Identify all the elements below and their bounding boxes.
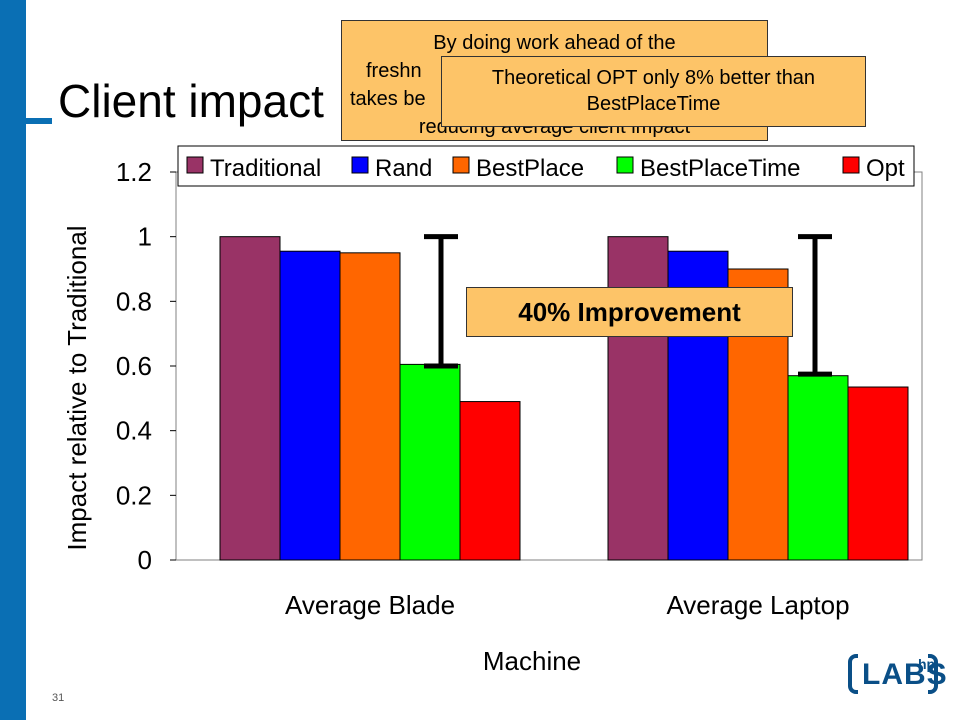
- y-axis-label: Impact relative to Traditional: [62, 225, 92, 550]
- bar-traditional-0: [219, 236, 281, 561]
- legend-label-rand: Rand: [375, 155, 432, 182]
- improvement-label: 40% Improvement: [466, 287, 793, 337]
- y-tick-label: 1.2: [116, 157, 152, 187]
- y-axis-ticks: 0 0.2 0.4 0.6 0.8 1 1.2: [116, 157, 176, 575]
- y-tick-label: 0.8: [116, 286, 152, 316]
- x-axis-categories: Average Blade Average Laptop: [285, 590, 850, 620]
- error-bars: [424, 234, 832, 377]
- y-tick-label: 0.2: [116, 480, 152, 510]
- y-tick-label: 0.4: [116, 416, 152, 446]
- legend-box: [177, 145, 915, 187]
- bar-opt-0: [459, 401, 521, 561]
- x-axis-label: Machine: [483, 646, 581, 676]
- y-tick-label: 0.6: [116, 351, 152, 381]
- title-rule: [26, 118, 52, 124]
- page-number: 31: [52, 692, 65, 704]
- x-category-label: Average Blade: [285, 590, 455, 620]
- hp-labs-logo: LABS hp: [848, 654, 947, 698]
- legend-label-opt: Opt: [866, 155, 905, 182]
- legend-swatch-bestplace: [452, 156, 470, 174]
- slide-title: Client impact: [58, 75, 324, 127]
- callout-theoretical-opt: Theoretical OPT only 8% better than Best…: [441, 56, 866, 127]
- bar-bestplace-0: [339, 252, 401, 561]
- left-accent-bar: [0, 0, 26, 720]
- bar-traditional-1: [607, 236, 669, 561]
- legend-label-bestplace: BestPlace: [476, 155, 584, 182]
- callout-work-ahead-line-1: By doing work ahead of the: [433, 32, 676, 54]
- logo-bracket-right: [928, 654, 938, 694]
- legend-swatch-bestplacetime: [616, 156, 634, 174]
- legend-label-traditional: Traditional: [210, 155, 321, 182]
- y-tick-label: 0: [138, 545, 152, 575]
- legend: Traditional Rand BestPlace BestPlaceTime Opt: [177, 145, 915, 187]
- bar-rand-0: [279, 250, 341, 561]
- legend-label-bestplacetime: BestPlaceTime: [640, 155, 801, 182]
- callout-work-ahead-line-2: freshn: [366, 60, 422, 82]
- bar-bestplacetime-0: [399, 363, 461, 561]
- logo-bracket-left: [848, 654, 858, 694]
- callout-work-ahead-line-3: takes be: [350, 88, 426, 110]
- bars: [219, 236, 909, 561]
- bar-bestplacetime-1: [787, 375, 849, 561]
- y-tick-label: 1: [138, 222, 152, 252]
- legend-swatch-opt: [842, 156, 860, 174]
- legend-swatch-traditional: [186, 156, 204, 174]
- bar-opt-1: [847, 386, 909, 561]
- x-category-label: Average Laptop: [666, 590, 849, 620]
- legend-swatch-rand: [351, 156, 369, 174]
- logo-text: LABS: [862, 658, 948, 691]
